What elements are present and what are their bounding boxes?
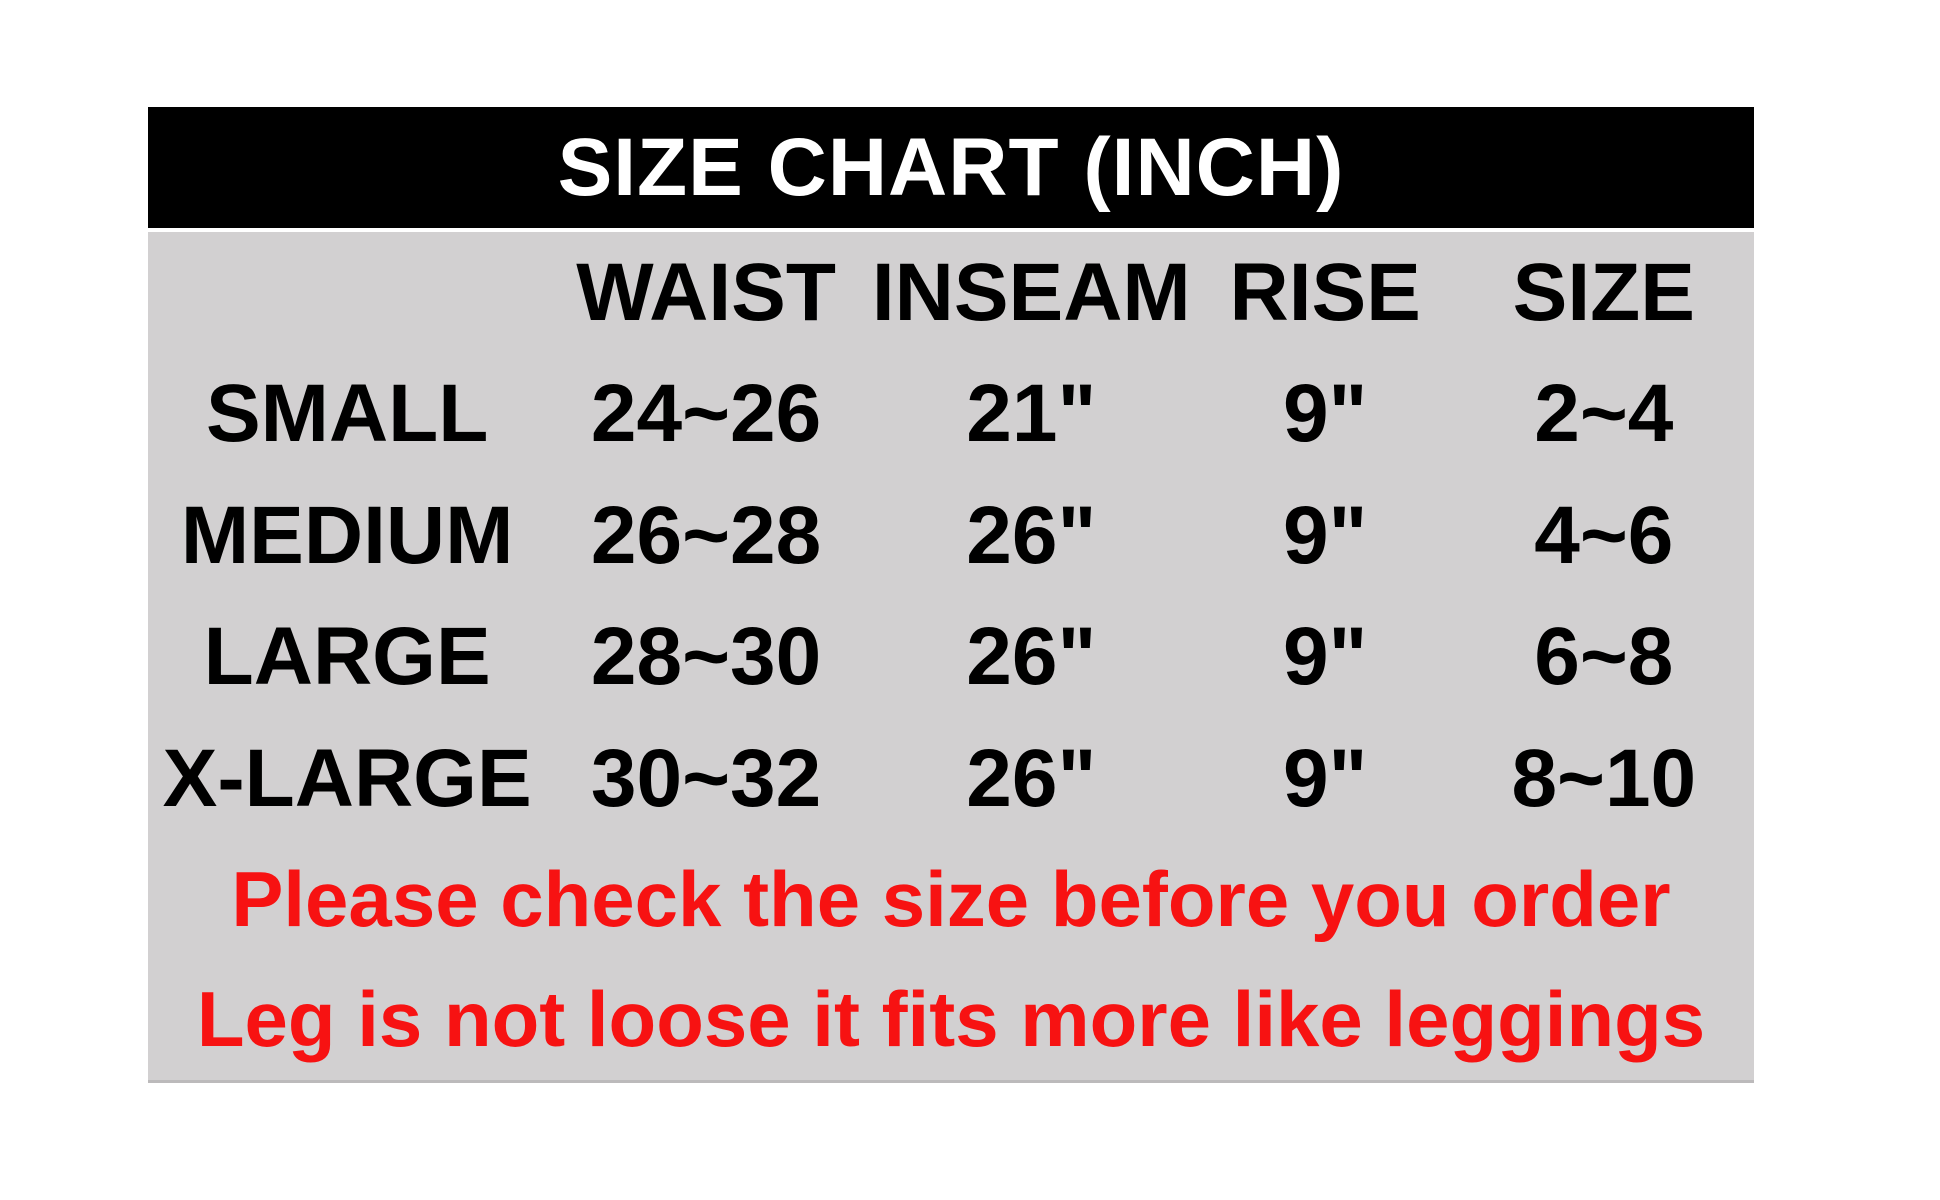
title-bar: SIZE CHART (INCH) <box>148 107 1754 228</box>
cell-large-waist: 28~30 <box>590 611 822 703</box>
warning-note-2: Leg is not loose it fits more like leggi… <box>196 975 1706 1064</box>
cell-medium-inseam: 26" <box>966 489 1097 581</box>
column-header-size: SIZE <box>1512 246 1695 338</box>
cell-xlarge-waist: 30~32 <box>590 732 822 824</box>
cell-xlarge-rise: 9" <box>1282 732 1368 824</box>
size-table: WAIST INSEAM RISE SIZE SMALL 24~26 21" 9… <box>148 232 1754 840</box>
column-header-rise: RISE <box>1229 246 1421 338</box>
size-chart-title: SIZE CHART (INCH) <box>557 121 1345 213</box>
cell-medium-rise: 9" <box>1282 489 1368 581</box>
cell-large-size: 6~8 <box>1534 611 1674 703</box>
cell-medium-size: 4~6 <box>1534 489 1674 581</box>
cell-large-rise: 9" <box>1282 611 1368 703</box>
cell-small-rise: 9" <box>1282 368 1368 460</box>
row-label-large: LARGE <box>203 611 491 703</box>
row-label-xlarge: X-LARGE <box>162 732 532 824</box>
row-label-medium: MEDIUM <box>180 489 514 581</box>
column-header-waist: WAIST <box>576 246 836 338</box>
cell-xlarge-size: 8~10 <box>1511 732 1697 824</box>
cell-small-waist: 24~26 <box>590 368 822 460</box>
column-header-inseam: INSEAM <box>871 246 1191 338</box>
cell-small-size: 2~4 <box>1534 368 1674 460</box>
size-table-body: WAIST INSEAM RISE SIZE SMALL 24~26 21" 9… <box>148 232 1754 1083</box>
cell-large-inseam: 26" <box>966 611 1097 703</box>
column-header-blank <box>148 232 546 354</box>
cell-medium-waist: 26~28 <box>590 489 822 581</box>
cell-xlarge-inseam: 26" <box>966 732 1097 824</box>
warning-note-1: Please check the size before you order <box>231 855 1671 944</box>
row-label-small: SMALL <box>205 368 489 460</box>
size-chart-panel: SIZE CHART (INCH) WAIST INSEAM RISE SIZE… <box>148 107 1754 1083</box>
cell-small-inseam: 21" <box>966 368 1097 460</box>
